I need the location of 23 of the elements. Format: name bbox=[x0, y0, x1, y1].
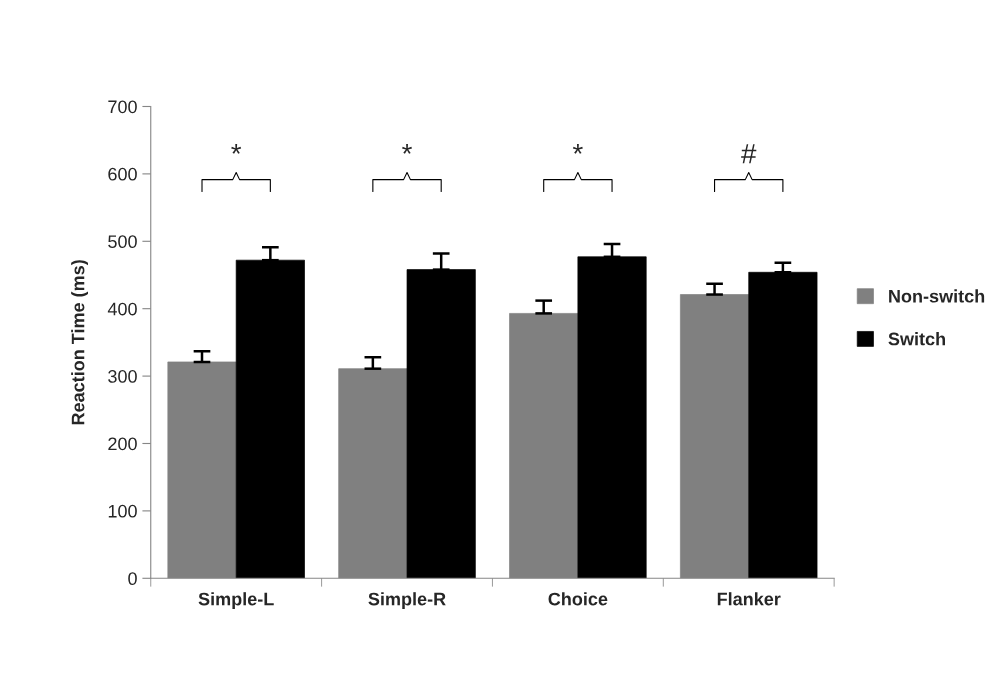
x-tick-label: Flanker bbox=[717, 592, 781, 606]
y-tick-label: 500 bbox=[108, 235, 137, 249]
bar bbox=[406, 269, 476, 579]
y-tick-label: 400 bbox=[107, 302, 137, 316]
y-tick-label: 700 bbox=[108, 100, 137, 114]
legend-label: Switch bbox=[888, 332, 945, 346]
y-tick-label: 100 bbox=[108, 504, 137, 518]
annotation: * bbox=[402, 144, 412, 154]
y-tick-label: 300 bbox=[108, 370, 137, 383]
y-tick-label: 200 bbox=[108, 437, 137, 451]
x-tick-label: Simple-R bbox=[368, 592, 446, 610]
x-tick-label: Choice bbox=[548, 592, 608, 606]
x-tick-label: Simple-L bbox=[198, 592, 274, 610]
annotation: * bbox=[572, 144, 583, 154]
bar bbox=[748, 271, 818, 579]
bar bbox=[235, 259, 305, 579]
annotation: * bbox=[231, 144, 242, 154]
annotation: # bbox=[741, 144, 757, 164]
bar bbox=[577, 256, 647, 579]
legend-label: Non-switch bbox=[889, 289, 985, 303]
y-tick-label: 600 bbox=[108, 167, 137, 181]
y-tick-label: 0 bbox=[128, 572, 137, 586]
y-axis-title: Reaction Time (ms) bbox=[71, 260, 88, 425]
